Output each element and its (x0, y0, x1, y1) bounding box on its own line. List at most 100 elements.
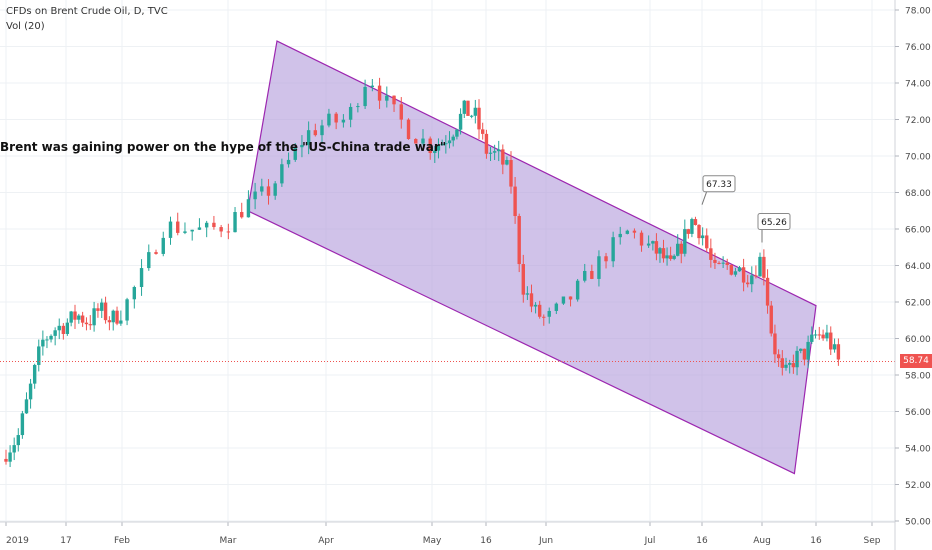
candle (672, 254, 676, 261)
candle (632, 228, 637, 239)
candle (787, 359, 792, 374)
candle (293, 142, 297, 162)
candle (625, 229, 630, 235)
candle (96, 303, 100, 318)
candle (575, 278, 580, 302)
candle (436, 138, 441, 159)
candle (24, 392, 29, 414)
candle (829, 326, 833, 356)
candle (469, 114, 474, 119)
candle (709, 238, 713, 268)
candle (784, 357, 788, 371)
candle (568, 296, 573, 307)
candle (836, 338, 841, 366)
candle (646, 235, 651, 248)
price-tick-label-5: 68.00 (905, 189, 931, 199)
price-callout-1[interactable]: 65.26 (757, 213, 791, 243)
candle (604, 252, 608, 269)
candle (686, 228, 691, 239)
candle (488, 146, 493, 162)
candle (769, 300, 773, 337)
candle (306, 121, 311, 155)
candle (762, 249, 766, 286)
candle (212, 215, 216, 230)
candle (45, 336, 49, 349)
price-tick-label-9: 60.00 (905, 335, 931, 345)
candle (505, 156, 509, 166)
price-tick-label-10: 58.00 (905, 372, 931, 382)
price-tick-label-1: 76.00 (905, 43, 931, 53)
candle (697, 224, 701, 245)
volume-legend[interactable]: Vol (20) (6, 21, 45, 32)
candle (725, 258, 729, 270)
candle (661, 239, 666, 263)
price-tick-label-7: 64.00 (905, 262, 931, 272)
price-axis[interactable]: 78.00 76.00 74.00 72.00 70.00 68.00 66.00 64.00… (895, 7, 931, 528)
candle (466, 100, 470, 116)
candle (458, 108, 463, 135)
candle (492, 144, 497, 161)
candle (204, 220, 209, 238)
candle (428, 136, 432, 160)
time-tick-label-7: Jun (538, 536, 553, 546)
candle (41, 330, 45, 356)
candle (115, 306, 119, 326)
price-tick-label-2: 74.00 (905, 80, 931, 90)
time-tick-label-3: Mar (220, 536, 237, 546)
candle (825, 324, 829, 342)
candle (618, 226, 622, 245)
price-tick-label-11: 56.00 (905, 408, 931, 418)
candle (817, 326, 821, 340)
time-tick-label-1: 17 (60, 536, 71, 546)
candle (370, 78, 375, 92)
candle (597, 250, 601, 287)
candle (197, 218, 202, 230)
candle (676, 234, 680, 257)
candle (700, 227, 705, 246)
candle (795, 346, 799, 376)
price-tick-label-6: 66.00 (905, 226, 931, 236)
candle (683, 219, 687, 257)
candle (300, 135, 304, 158)
candle (12, 437, 16, 461)
candle (451, 134, 455, 147)
candle (513, 176, 517, 224)
candle (154, 249, 158, 255)
candle (168, 216, 173, 245)
candle (542, 314, 546, 326)
time-tick-label-2: Feb (114, 536, 130, 546)
candle (717, 261, 721, 265)
candle (733, 267, 738, 277)
candle (497, 140, 501, 162)
price-callout-0[interactable]: 67.33 (701, 175, 736, 205)
candle (639, 230, 644, 252)
price-tick-label-3: 72.00 (905, 116, 931, 126)
candle (509, 151, 513, 194)
candle (668, 246, 673, 261)
candle (61, 323, 66, 340)
price-callouts: 67.33 65.26 (701, 175, 791, 243)
candle (791, 354, 796, 374)
candle (73, 304, 77, 329)
candle (690, 217, 694, 238)
candle (813, 329, 818, 339)
time-tick-label-5: May (423, 536, 442, 546)
candle (377, 77, 382, 109)
candle (363, 79, 367, 109)
candle (754, 265, 758, 279)
time-tick-label-4: Apr (318, 536, 334, 546)
symbol-legend[interactable]: CFDs on Brent Crude Oil, D, TVC (6, 6, 168, 17)
price-channel[interactable] (246, 40, 817, 475)
candle (433, 146, 437, 163)
candle (529, 284, 534, 313)
price-tick-label-0: 78.00 (905, 7, 931, 17)
time-axis[interactable]: 2019 17 Feb Mar Apr May 16 Jun Jul 16 Aug 16 Sep (5, 522, 881, 546)
time-tick-label-6: 16 (480, 536, 492, 546)
candle (705, 228, 709, 253)
price-tick-label-4: 70.00 (905, 153, 931, 163)
candle (554, 302, 559, 315)
candle (477, 99, 481, 140)
annotation-text: Brent was gaining power on the hype of t… (0, 140, 447, 154)
